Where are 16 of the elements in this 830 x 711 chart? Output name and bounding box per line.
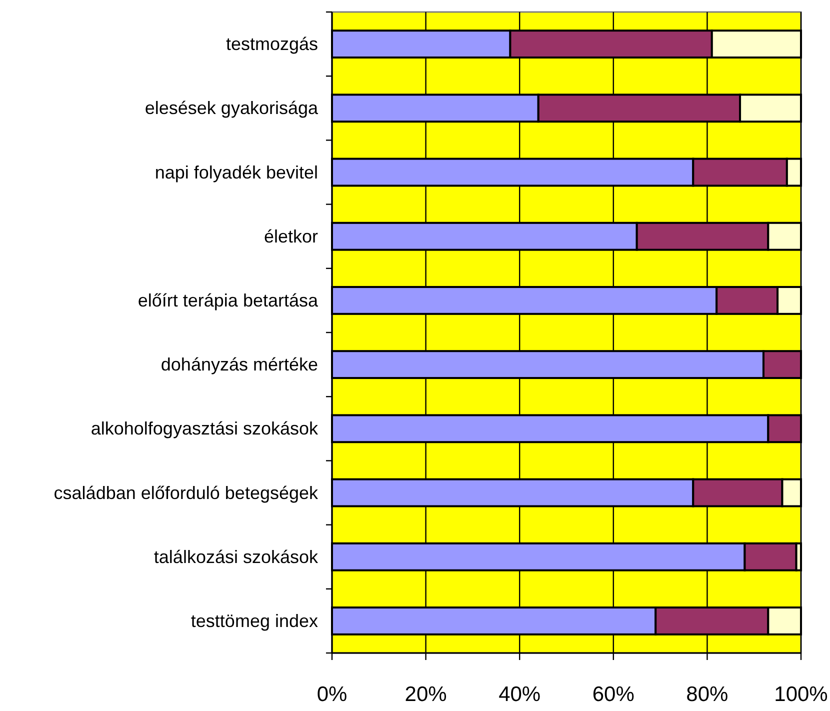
x-tick-label: 80% (686, 683, 728, 706)
x-tick-label: 60% (592, 683, 634, 706)
y-tick-label: elesések gyakorisága (144, 98, 319, 118)
x-tick-label: 20% (404, 683, 447, 706)
y-tick-label: napi folyadék bevitel (154, 162, 318, 182)
y-tick-label: dohányzás mértéke (160, 354, 318, 375)
y-tick-label: előírt terápia betartása (138, 290, 319, 310)
x-tick-label: 40% (498, 683, 541, 706)
x-tick-label: 0% (316, 683, 348, 706)
y-tick-label: találkozási szokások (154, 546, 319, 567)
x-tick-label: 100% (774, 683, 828, 706)
y-tick-label: családban előforduló betegségek (54, 482, 319, 503)
y-tick-label: testtömeg index (190, 610, 318, 631)
y-tick-label: alkoholfogyasztási szokások (90, 418, 319, 439)
y-tick-label: testmozgás (226, 34, 318, 54)
y-tick-label: életkor (264, 226, 318, 246)
